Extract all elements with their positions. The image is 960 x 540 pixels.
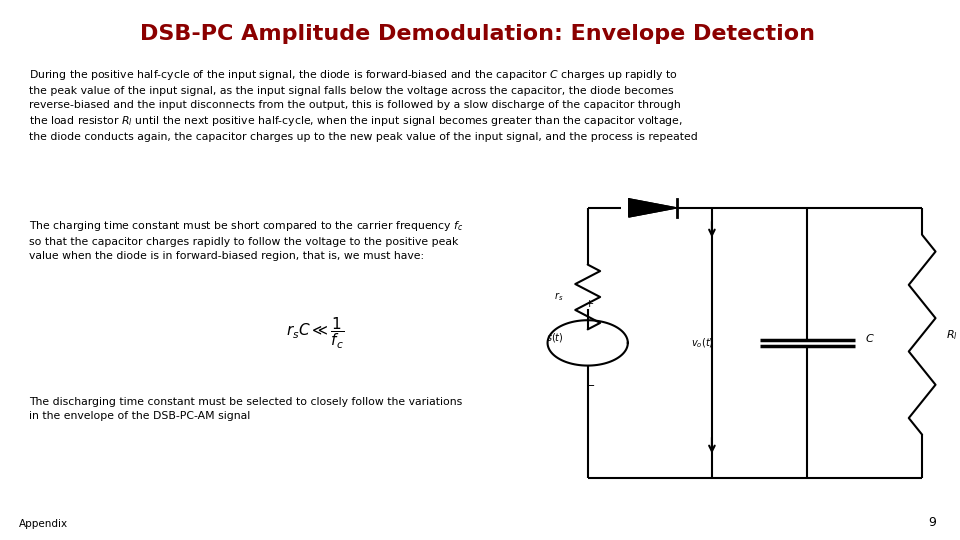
Text: The charging time constant must be short compared to the carrier frequency $f_c$: The charging time constant must be short… xyxy=(29,219,463,261)
Text: 9: 9 xyxy=(928,516,937,529)
Text: $R_l$: $R_l$ xyxy=(946,328,958,342)
Text: +: + xyxy=(585,299,594,309)
Polygon shape xyxy=(629,199,677,217)
Text: $r_s$: $r_s$ xyxy=(555,291,564,303)
Text: DSB-PC Amplitude Demodulation: Envelope Detection: DSB-PC Amplitude Demodulation: Envelope … xyxy=(140,24,815,44)
Text: The discharging time constant must be selected to closely follow the variations
: The discharging time constant must be se… xyxy=(29,397,462,421)
Text: During the positive half-cycle of the input signal, the diode is forward-biased : During the positive half-cycle of the in… xyxy=(29,68,697,143)
Text: $C$: $C$ xyxy=(865,332,875,343)
Text: $-$: $-$ xyxy=(585,379,594,389)
Text: Appendix: Appendix xyxy=(19,519,68,529)
Text: $s(t)$: $s(t)$ xyxy=(546,331,564,344)
Text: $v_o(t)$: $v_o(t)$ xyxy=(691,336,714,350)
Text: $r_s C \ll \dfrac{1}{f_c}$: $r_s C \ll \dfrac{1}{f_c}$ xyxy=(286,316,345,352)
